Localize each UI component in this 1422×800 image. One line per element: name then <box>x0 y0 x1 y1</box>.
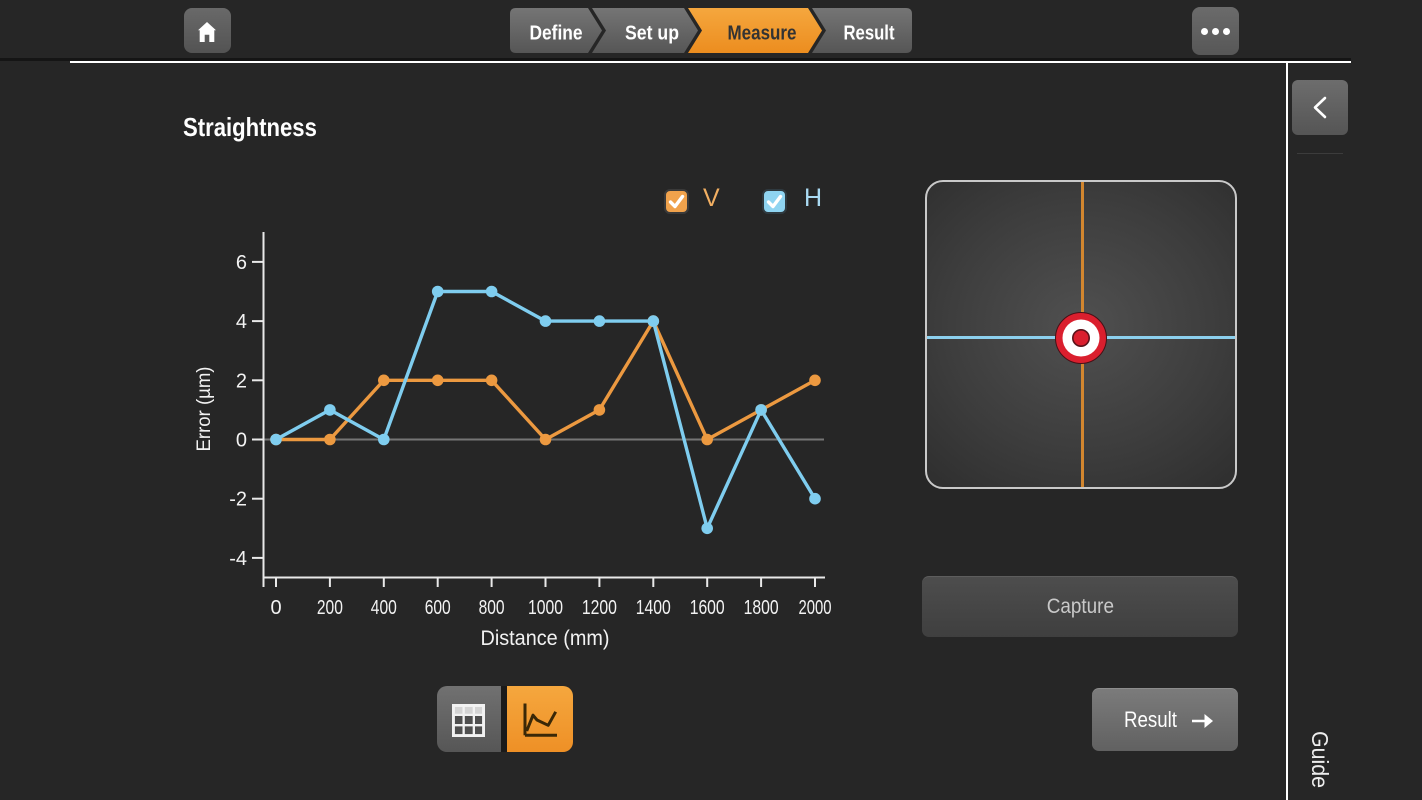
svg-text:2000: 2000 <box>799 597 832 619</box>
svg-text:600: 600 <box>425 597 451 619</box>
svg-text:4: 4 <box>236 311 247 333</box>
svg-text:-4: -4 <box>229 548 247 570</box>
svg-text:Measure: Measure <box>728 23 797 45</box>
svg-text:1800: 1800 <box>744 597 779 619</box>
svg-text:2: 2 <box>236 370 247 392</box>
svg-text:Define: Define <box>530 23 583 45</box>
svg-text:1600: 1600 <box>690 597 725 619</box>
svg-text:Set up: Set up <box>625 23 679 45</box>
svg-text:0: 0 <box>270 597 281 619</box>
svg-text:Result: Result <box>844 23 895 45</box>
svg-text:6: 6 <box>236 252 247 274</box>
svg-text:200: 200 <box>317 597 343 619</box>
svg-text:800: 800 <box>479 597 505 619</box>
svg-text:400: 400 <box>371 597 397 619</box>
svg-text:Error (µm): Error (µm) <box>194 367 215 452</box>
svg-text:Distance (mm): Distance (mm) <box>481 627 610 650</box>
svg-text:-2: -2 <box>229 489 247 511</box>
svg-text:0: 0 <box>236 430 247 452</box>
svg-text:1000: 1000 <box>528 597 563 619</box>
svg-text:1400: 1400 <box>636 597 671 619</box>
svg-text:1200: 1200 <box>582 597 617 619</box>
